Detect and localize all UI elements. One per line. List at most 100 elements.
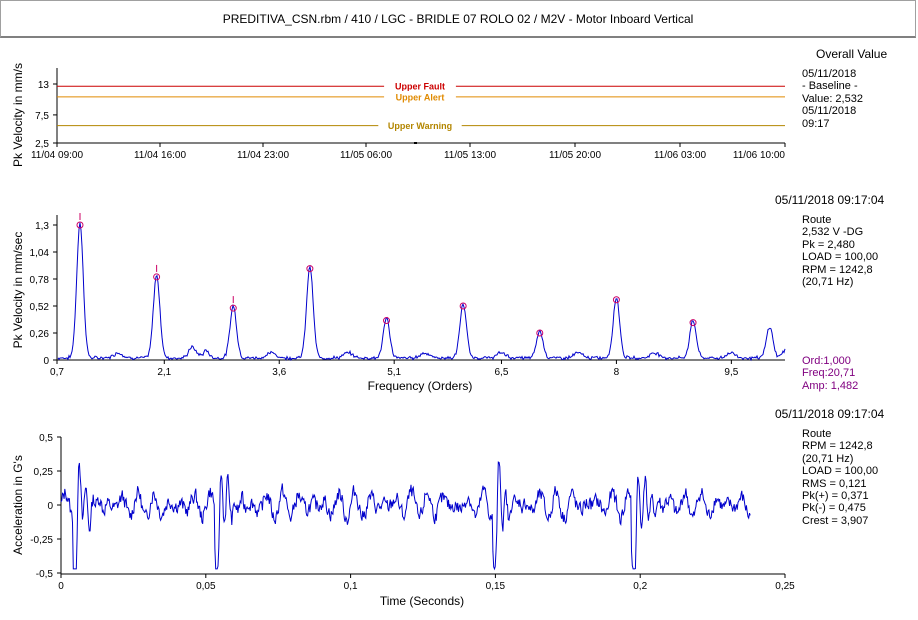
alarm-label: Upper Alert <box>396 92 445 102</box>
waveform-line <box>60 461 751 571</box>
spectrum-x-tick-label: 9,5 <box>724 367 738 378</box>
trend-header: Overall Value <box>816 47 888 61</box>
spectrum-info-line: Route <box>802 214 832 226</box>
waveform-x-tick-label: 0,15 <box>486 581 506 592</box>
peak-marker[interactable] <box>153 273 161 281</box>
trend-info: 05/11/2018- Baseline - Value: 2,532 05/11/… <box>802 68 863 130</box>
spectrum-y-tick-label: 0,78 <box>30 275 50 286</box>
waveform-y-tick-label: 0,5 <box>39 433 53 444</box>
peak-marker[interactable] <box>612 296 620 304</box>
spectrum-datetime: 05/11/2018 09:17:04 <box>775 193 885 207</box>
trend-info-line: 05/11/2018 <box>802 68 857 80</box>
spectrum-x-tick-label: 0,7 <box>50 367 64 378</box>
trend-x-ticks: 11/04 09:00 11/04 16:00 11/04 23:00 11/05 0… <box>31 143 786 161</box>
trend-y-ticks: 13 7,5 2,5 <box>35 80 57 150</box>
waveform-info-line: Crest = 3,907 <box>802 514 869 527</box>
spectrum-x-tick-label: 3,6 <box>272 367 286 378</box>
spectrum-y-tick-label: 0,52 <box>30 302 50 313</box>
trend-x-tick-label: 11/06 10:00 <box>733 150 786 161</box>
waveform-info-line: RMS = 0,121 <box>802 477 867 490</box>
alarm-label: Upper Fault <box>395 82 445 92</box>
spectrum-x-tick-label: 5,1 <box>387 367 401 378</box>
waveform-y-tick-label: 0 <box>47 501 53 512</box>
spectrum-info: Route 2,532 V -DG Pk = 2,480 LOAD = 100,00 R… <box>802 214 878 288</box>
spectrum-peak-markers <box>76 213 697 337</box>
waveform-x-label: Time (Seconds) <box>380 594 464 608</box>
spectrum-y-tick-label: 1,3 <box>35 221 49 232</box>
trend-info-line: 09:17 <box>802 117 830 130</box>
window-title: PREDITIVA_CSN.rbm / 410 / LGC - BRIDLE 0… <box>0 0 916 38</box>
peak-marker[interactable] <box>76 221 84 229</box>
spectrum-info-line: (20,71 Hz) <box>802 276 854 289</box>
trend-y-tick-label: 2,5 <box>35 139 49 150</box>
spectrum-x-ticks: 0,7 2,1 3,6 5,1 6,5 8 9,5 <box>50 360 739 378</box>
waveform-y-label: Acceleration in G's <box>11 455 25 555</box>
spectrum-x-tick-label: 6,5 <box>495 367 509 378</box>
peak-marker[interactable] <box>459 302 467 310</box>
trend-y-label: Pk Velocity in mm/s <box>11 63 25 167</box>
spectrum-info-line: 2,532 V -DG <box>802 226 864 239</box>
waveform-x-tick-label: 0,1 <box>344 581 358 592</box>
waveform-info-line: LOAD = 100,00 <box>802 465 879 478</box>
trend-x-tick-label: 11/04 09:00 <box>31 150 84 161</box>
waveform-y-tick-label: -0,25 <box>30 535 53 546</box>
peak-marker[interactable] <box>536 329 544 337</box>
waveform-info-line: Route <box>802 428 832 440</box>
waveform-y-tick-label: -0,5 <box>36 569 54 580</box>
spectrum-y-tick-label: 0,26 <box>30 329 50 340</box>
waveform-x-tick-label: 0,05 <box>196 581 216 592</box>
spectrum-info-line: LOAD = 100,00 <box>802 251 879 264</box>
waveform-y-ticks: 0,5 0,25 0 -0,25 -0,5 <box>30 433 61 580</box>
trend-info-line: - Baseline - <box>802 80 858 93</box>
spectrum-x-tick-label: 2,1 <box>157 367 171 378</box>
trend-x-tick-label: 11/05 13:00 <box>444 150 497 161</box>
trend-x-tick-label: 11/04 23:00 <box>237 150 290 161</box>
trend-x-tick-label: 11/05 20:00 <box>549 150 602 161</box>
peak-marker[interactable] <box>306 265 314 273</box>
spectrum-y-tick-label: 0 <box>43 356 49 367</box>
trend-x-tick-label: 11/06 03:00 <box>654 150 707 161</box>
spectrum-plot[interactable]: 1,3 1,04 0,78 0,52 0,26 0 0,7 2,1 3,6 5,1 6,5 8 9,5… <box>11 213 786 393</box>
trend-x-tick-label: 11/04 16:00 <box>134 150 187 161</box>
spectrum-x-tick-label: 8 <box>614 367 620 378</box>
spectrum-info-line: Pk = 2,480 <box>802 238 855 251</box>
waveform-plot[interactable]: 0,5 0,25 0 -0,25 -0,5 0 0,05 0,1 0,15 0,2 0,25 Ac… <box>11 433 795 608</box>
spectrum-cursor-line: Ord:1,000 <box>802 355 851 367</box>
alarm-label-bg <box>384 90 456 102</box>
trend-info-line: 05/11/2018 <box>802 105 857 118</box>
trend-y-tick-label: 13 <box>38 80 50 91</box>
trend-y-tick-label: 7,5 <box>35 111 49 122</box>
alarm-label-bg <box>378 119 462 131</box>
spectrum-info-line: RPM = 1242,8 <box>802 263 873 276</box>
peak-marker[interactable] <box>689 319 697 327</box>
spectrum-x-label: Frequency (Orders) <box>368 379 473 393</box>
trend-x-tick-label: 11/05 06:00 <box>340 150 393 161</box>
alarm-label-bg <box>384 80 456 92</box>
waveform-x-tick-label: 0 <box>58 581 64 592</box>
waveform-info-line: Pk(-) = 0,475 <box>802 502 866 515</box>
spectrum-cursor-readout: Ord:1,000 Freq:20,71 Amp: 1,482 <box>802 355 858 392</box>
waveform-info: Route RPM = 1242,8 (20,71 Hz) LOAD = 100,00… <box>802 428 878 527</box>
spectrum-cursor-line: Freq:20,71 <box>802 367 856 380</box>
spectrum-y-tick-label: 1,04 <box>30 248 50 259</box>
spectrum-y-label: Pk Velocity in mm/sec <box>11 232 25 349</box>
spectrum-line <box>57 222 786 362</box>
peak-marker[interactable] <box>383 317 391 325</box>
alarm-label: Upper Warning <box>388 121 452 131</box>
waveform-y-tick-label: 0,25 <box>34 467 54 478</box>
peak-marker[interactable] <box>229 304 237 312</box>
trend-baseline-point <box>414 142 417 144</box>
spectrum-y-ticks: 1,3 1,04 0,78 0,52 0,26 0 <box>30 221 57 367</box>
waveform-datetime: 05/11/2018 09:17:04 <box>775 407 885 421</box>
waveform-info-line: RPM = 1242,8 <box>802 440 873 453</box>
waveform-info-line: (20,71 Hz) <box>802 452 854 465</box>
waveform-x-tick-label: 0,25 <box>775 581 795 592</box>
waveform-x-ticks: 0 0,05 0,1 0,15 0,2 0,25 <box>58 574 795 592</box>
waveform-x-tick-label: 0,2 <box>633 581 647 592</box>
trend-plot[interactable]: 13 7,5 2,5 11/04 09:00 11/04 16:00 11/04 23:… <box>11 63 786 167</box>
trend-info-line: Value: 2,532 <box>802 92 863 105</box>
spectrum-cursor-line: Amp: 1,482 <box>802 379 859 392</box>
waveform-info-line: Pk(+) = 0,371 <box>802 490 869 503</box>
